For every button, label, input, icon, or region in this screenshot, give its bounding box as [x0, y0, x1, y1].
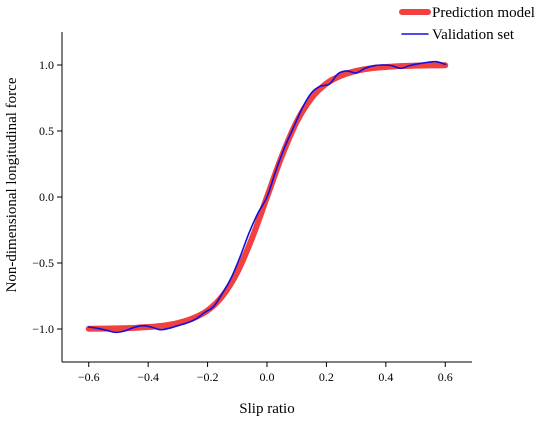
- x-tick-label: 0.0: [260, 370, 275, 384]
- legend: Prediction model Validation set: [399, 5, 535, 43]
- y-tick-label: 1.0: [39, 58, 54, 72]
- series-line-validation-set: [87, 60, 447, 334]
- y-tick-label: −0.5: [32, 256, 54, 270]
- x-tick-label: −0.2: [197, 370, 219, 384]
- y-tick-label: 0.0: [39, 190, 54, 204]
- y-tick-label: −1.0: [32, 322, 54, 336]
- x-tick-label: −0.6: [78, 370, 100, 384]
- x-tick-label: −0.4: [137, 370, 159, 384]
- y-tick-label: 0.5: [39, 124, 54, 138]
- x-tick-label: 0.6: [438, 370, 453, 384]
- axes: −0.6 −0.4 −0.2 0.0 0.2 0.4 0.6 1.0 0.5 0.0 −0.5 −1.…: [32, 32, 472, 384]
- x-axis-label: Slip ratio: [239, 401, 294, 417]
- plot-area: [85, 60, 449, 334]
- legend-label-prediction-model: Prediction model: [432, 5, 535, 21]
- x-tick-label: 0.4: [378, 370, 393, 384]
- y-axis-label: Non-dimensional longitudinal force: [4, 77, 20, 292]
- x-tick-label: 0.2: [319, 370, 334, 384]
- legend-label-validation-set: Validation set: [432, 27, 515, 43]
